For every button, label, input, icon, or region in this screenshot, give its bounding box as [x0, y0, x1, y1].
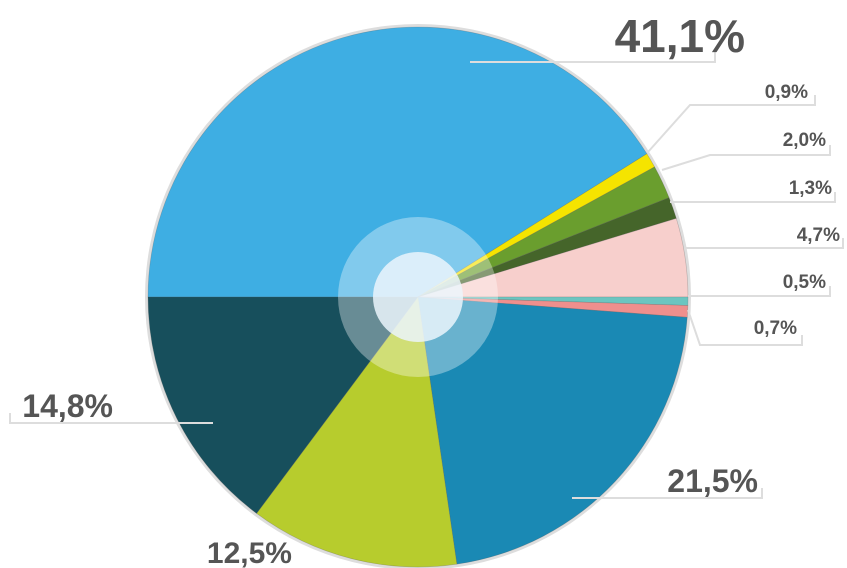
data-label: 14,8%	[22, 388, 113, 424]
data-label: 0,7%	[754, 318, 797, 339]
leader-line	[687, 309, 803, 346]
leader-line	[661, 145, 831, 171]
pie-slice	[147, 26, 648, 298]
data-label: 2,0%	[783, 130, 826, 151]
data-label: 21,5%	[667, 463, 758, 499]
pie-slice	[417, 197, 677, 298]
leader-line	[9, 413, 213, 424]
center-hole	[373, 252, 463, 342]
leader-line	[647, 95, 816, 153]
pie-slice	[417, 166, 670, 298]
data-label: 4,7%	[797, 225, 840, 246]
pie-slice	[417, 153, 656, 298]
pie-slice	[417, 296, 689, 306]
data-label: 12,5%	[207, 537, 292, 568]
pie-slice	[147, 296, 419, 514]
data-label: 41,1%	[615, 10, 745, 62]
leader-line	[470, 52, 716, 63]
data-label: 0,9%	[765, 82, 808, 103]
data-label: 0,5%	[783, 272, 826, 293]
pie-slice	[417, 296, 688, 565]
pie-slice	[256, 296, 458, 568]
leader-line	[686, 238, 844, 249]
data-label: 1,3%	[789, 178, 832, 199]
leader-line	[688, 286, 831, 297]
leader-line	[670, 192, 836, 203]
leader-line	[572, 488, 763, 499]
